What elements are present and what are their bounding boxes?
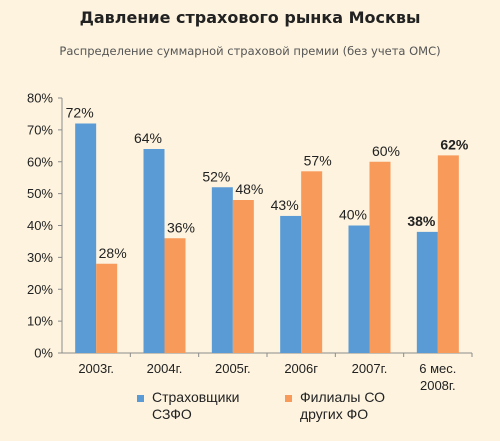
y-tick-label: 10% xyxy=(27,314,53,329)
legend-item-series1: Страховщики СЗФО xyxy=(137,389,252,423)
bar-2 xyxy=(301,171,323,353)
x-tick-label: 6 мес. xyxy=(419,361,456,376)
data-label: 60% xyxy=(372,143,400,159)
legend-swatch-series2 xyxy=(285,395,292,402)
bar-2 xyxy=(96,263,118,353)
y-tick-label: 40% xyxy=(27,218,53,233)
legend-item-series2: Филиалы СО других ФО xyxy=(285,389,400,423)
bar-1 xyxy=(348,225,370,353)
bar-2 xyxy=(369,161,391,353)
legend-label-series1: Страховщики СЗФО xyxy=(152,389,240,422)
y-tick-label: 70% xyxy=(27,122,53,137)
data-label: 48% xyxy=(235,181,263,197)
x-tick-label: 2006г xyxy=(284,361,318,376)
bar-2 xyxy=(232,200,254,353)
x-tick-label: 2008г. xyxy=(420,378,456,393)
legend-swatch-series1 xyxy=(137,395,144,402)
y-tick-label: 20% xyxy=(27,282,53,297)
y-tick-label: 30% xyxy=(27,250,53,265)
x-tick-label: 2003г. xyxy=(78,361,114,376)
bar-2 xyxy=(437,155,459,353)
bar-1 xyxy=(416,231,438,353)
bar-1 xyxy=(211,187,233,353)
bar-1 xyxy=(75,123,97,353)
legend: Страховщики СЗФО Филиалы СО других ФО xyxy=(0,389,500,429)
chart-subtitle: Распределение суммарной страховой премии… xyxy=(59,44,441,58)
x-tick-label: 2005г. xyxy=(215,361,251,376)
data-label: 72% xyxy=(66,105,94,121)
data-label: 36% xyxy=(167,219,195,235)
data-label: 62% xyxy=(440,136,469,152)
data-label: 64% xyxy=(134,130,162,146)
x-tick-label: 2007г. xyxy=(352,361,388,376)
y-tick-label: 60% xyxy=(27,154,53,169)
data-label: 40% xyxy=(339,207,367,223)
y-tick-label: 50% xyxy=(27,186,53,201)
bar-2 xyxy=(164,238,186,353)
bar-1 xyxy=(143,149,165,353)
data-label: 57% xyxy=(304,152,332,168)
y-tick-label: 0% xyxy=(34,346,53,361)
data-label: 28% xyxy=(99,245,127,261)
data-label: 52% xyxy=(202,168,230,184)
bar-1 xyxy=(280,215,302,353)
data-label: 43% xyxy=(271,197,299,213)
data-label: 38% xyxy=(407,213,436,229)
y-tick-label: 80% xyxy=(27,91,53,106)
legend-label-series2: Филиалы СО других ФО xyxy=(300,389,386,422)
x-tick-label: 2004г. xyxy=(147,361,183,376)
chart-title: Давление страхового рынка Москвы xyxy=(79,8,421,27)
